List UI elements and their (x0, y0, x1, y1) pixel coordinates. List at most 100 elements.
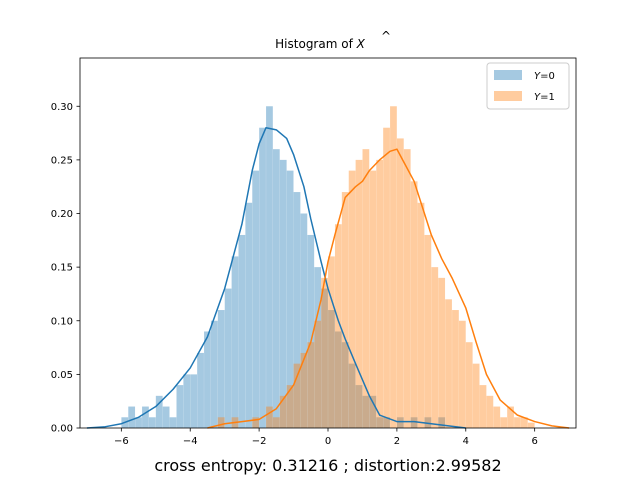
histogram-bar-series0-36 (369, 395, 377, 428)
kde-line-series1 (207, 148, 570, 429)
x-tick-label: −2 (252, 436, 267, 447)
histogram-bar-series1-7 (293, 363, 301, 428)
histogram-bar-series1-30 (452, 310, 459, 428)
histogram-bar-series0-6 (162, 406, 170, 428)
histogram-bar-series1-23 (403, 149, 411, 428)
histogram-bar-series0-18 (245, 202, 253, 428)
histogram-bar-series0-11 (197, 352, 204, 428)
histogram-bar-series0-7 (169, 417, 177, 428)
histogram-bar-series0-20 (259, 127, 266, 429)
histogram-bars (121, 106, 535, 429)
histogram-bar-series1-31 (458, 320, 466, 428)
histogram-bar-series1-18 (369, 170, 377, 429)
histogram-bar-series0-4 (148, 417, 156, 428)
histogram-bar-series0-10 (190, 374, 198, 428)
x-tick-label: −4 (183, 436, 198, 447)
histogram-bar-series1-40 (520, 417, 528, 428)
histogram-bar-series0-27 (307, 234, 315, 428)
histogram-bar-series1-14 (341, 192, 349, 428)
histogram-bar-series1-29 (445, 299, 452, 428)
histogram-bar-series0-28 (314, 267, 322, 428)
chart-title-symbol: X (356, 37, 366, 51)
histogram-bar-series0-15 (224, 288, 232, 428)
histogram-bar-series0-37 (376, 417, 384, 428)
legend-box (486, 62, 570, 110)
x-tick-label: 6 (531, 436, 537, 447)
chart-title: Histogram of X (275, 37, 365, 51)
kde-curves (86, 126, 570, 429)
histogram-bar-series1-38 (507, 406, 514, 428)
histogram-bar-series1-41 (527, 422, 535, 428)
y-tick-label: 0.05 (51, 370, 73, 381)
y-tick-label: 0.30 (51, 102, 73, 113)
histogram-bar-series0-1 (128, 406, 136, 428)
histogram-bar-series1-22 (396, 138, 404, 428)
histogram-bar-series0-42 (438, 417, 446, 428)
y-tick-label: 0.00 (51, 424, 73, 435)
legend-swatch-y0 (494, 70, 522, 80)
histogram-bar-series0-21 (266, 106, 273, 428)
histogram-bar-series1-4 (272, 417, 280, 428)
histogram-bar-series0-30 (328, 310, 335, 428)
histogram-bar-series0-2 (135, 417, 142, 428)
histogram-bar-series0-9 (183, 374, 191, 428)
histogram-bar-series1-5 (279, 395, 287, 428)
histogram-bar-series1-3 (266, 406, 273, 428)
histogram-bar-series1-17 (362, 149, 370, 428)
histogram-bar-series1-26 (424, 234, 432, 428)
histogram-bar-series1-37 (500, 417, 508, 428)
histogram-bar-series1-34 (479, 385, 487, 428)
histogram-bar-series1-19 (376, 159, 384, 428)
histogram-bar-series1-13 (334, 224, 342, 428)
chart-title-accent: ^ (381, 29, 391, 43)
legend-label-y0: Y=0 (534, 71, 555, 82)
histogram-bar-series1-36 (493, 406, 501, 428)
histogram-bar-series0-5 (155, 395, 163, 428)
x-tick-label: 2 (394, 436, 400, 447)
histogram-bar-series0-12 (204, 331, 211, 428)
histogram-bar-series0-32 (341, 342, 349, 428)
histogram-bar-series1-25 (417, 202, 425, 428)
histogram-bar-series0-35 (362, 395, 370, 428)
histogram-bar-series0-16 (231, 256, 239, 428)
histogram-bar-series0-19 (252, 170, 260, 429)
histogram-bar-series1-27 (431, 267, 439, 428)
histogram-bar-series1-33 (472, 363, 480, 428)
histogram-bar-series1-6 (286, 385, 294, 428)
x-tick-label: −6 (114, 436, 129, 447)
histogram-bar-series1-11 (321, 277, 328, 428)
histogram-bar-series1-32 (465, 342, 473, 428)
histogram-bar-series1-9 (307, 342, 315, 428)
histogram-bar-series0-26 (300, 213, 308, 428)
histogram-bar-series0-8 (176, 385, 184, 428)
x-tick-label: 0 (325, 436, 331, 447)
axes: −6 −4 −2 0 2 4 6 0.00 0.05 0.10 0.15 0.20 0.25 0.30 (51, 102, 538, 447)
histogram-bar-series1-12 (328, 256, 335, 428)
histogram-bar-series1-39 (514, 417, 521, 428)
histogram-bar-series0-34 (355, 385, 363, 428)
histogram-bar-series0-38 (383, 417, 390, 428)
histogram-bar-series1-21 (390, 106, 397, 428)
histogram-bar-series1-16 (355, 159, 363, 428)
histogram-bar-series1-0 (217, 417, 225, 428)
histogram-bar-series0-29 (321, 288, 328, 428)
histogram-bar-series0-31 (334, 331, 342, 428)
histogram-bar-series0-13 (210, 320, 218, 428)
histogram-bar-series1-24 (410, 181, 418, 428)
histogram-bar-series1-35 (486, 395, 494, 428)
kde-line-series0 (86, 126, 466, 429)
histogram-bar-series1-10 (314, 320, 322, 428)
y-tick-label: 0.20 (51, 209, 73, 220)
x-axis-label: cross entropy: 0.31216 ; distortion:2.99… (154, 456, 501, 475)
histogram-bar-series1-20 (383, 127, 390, 429)
histogram-bar-series0-40 (410, 417, 418, 428)
histogram-bar-series0-39 (396, 417, 404, 428)
chart-title-text: Histogram of (275, 37, 356, 51)
x-tick-label: 4 (463, 436, 469, 447)
plot-frame (79, 57, 577, 429)
histogram-bar-series1-28 (438, 277, 446, 428)
histogram-bar-series0-22 (272, 149, 280, 428)
histogram-bar-series0-24 (286, 170, 294, 429)
y-tick-label: 0.10 (51, 316, 73, 327)
